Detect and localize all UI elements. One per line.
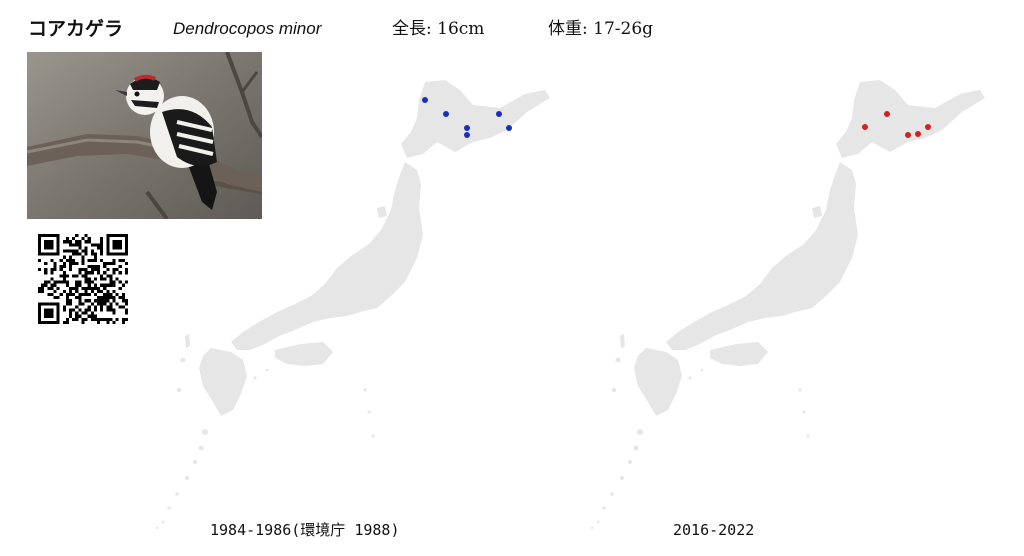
body-weight: 体重: 17-26g bbox=[548, 19, 654, 39]
distribution-map-2016-2022 bbox=[590, 60, 1024, 530]
observation-dot bbox=[884, 111, 890, 117]
islet bbox=[198, 445, 204, 451]
islet bbox=[628, 460, 632, 464]
islet bbox=[615, 357, 621, 363]
observation-dot bbox=[905, 132, 911, 138]
map-caption-old: 1984-1986(環境庁 1988) bbox=[210, 521, 400, 539]
bird-photo bbox=[27, 52, 262, 219]
islet bbox=[180, 357, 186, 363]
land-region bbox=[666, 162, 858, 350]
islet bbox=[798, 388, 802, 392]
islet bbox=[371, 434, 375, 438]
japan-landmass bbox=[155, 80, 550, 530]
islet bbox=[363, 388, 367, 392]
islet bbox=[688, 376, 692, 380]
land-region bbox=[377, 206, 387, 218]
observation-dot bbox=[925, 124, 931, 130]
land-region bbox=[710, 342, 768, 366]
islet bbox=[176, 387, 182, 393]
observation-dot bbox=[443, 111, 449, 117]
land-region bbox=[836, 80, 985, 158]
islet bbox=[700, 368, 704, 372]
observation-dot bbox=[464, 125, 470, 131]
islet bbox=[637, 429, 643, 435]
observation-dot bbox=[422, 97, 428, 103]
islet bbox=[367, 410, 371, 414]
observation-dots bbox=[422, 97, 512, 138]
land-region bbox=[401, 80, 550, 158]
observation-dot bbox=[464, 132, 470, 138]
land-region bbox=[199, 348, 247, 416]
islet bbox=[620, 476, 624, 480]
islet bbox=[602, 506, 606, 510]
observation-dot bbox=[496, 111, 502, 117]
land-region bbox=[185, 334, 190, 348]
land-region bbox=[231, 162, 423, 350]
islet bbox=[610, 492, 614, 496]
islet bbox=[253, 376, 257, 380]
body-length: 全長: 16cm bbox=[392, 19, 485, 39]
islet bbox=[633, 445, 639, 451]
observation-dots bbox=[862, 111, 931, 138]
land-region bbox=[620, 334, 625, 348]
islet bbox=[167, 506, 171, 510]
islet bbox=[155, 526, 159, 530]
islet bbox=[806, 434, 810, 438]
observation-dot bbox=[862, 124, 868, 130]
islet bbox=[590, 526, 594, 530]
islet bbox=[202, 429, 208, 435]
species-name-japanese: コアカゲラ bbox=[28, 18, 124, 40]
islet bbox=[161, 520, 165, 524]
islet bbox=[193, 460, 197, 464]
land-region bbox=[634, 348, 682, 416]
islet bbox=[265, 368, 269, 372]
observation-dot bbox=[506, 125, 512, 131]
species-name-scientific: Dendrocopos minor bbox=[173, 19, 322, 38]
map-caption-new: 2016-2022 bbox=[673, 521, 755, 539]
qr-code-icon[interactable] bbox=[38, 234, 128, 324]
distribution-map-1984-1986 bbox=[155, 60, 595, 530]
islet bbox=[596, 520, 600, 524]
islet bbox=[185, 476, 189, 480]
observation-dot bbox=[915, 131, 921, 137]
islet bbox=[175, 492, 179, 496]
japan-landmass bbox=[590, 80, 985, 530]
land-region bbox=[812, 206, 822, 218]
land-region bbox=[275, 342, 333, 366]
islet bbox=[611, 387, 617, 393]
islet bbox=[802, 410, 806, 414]
